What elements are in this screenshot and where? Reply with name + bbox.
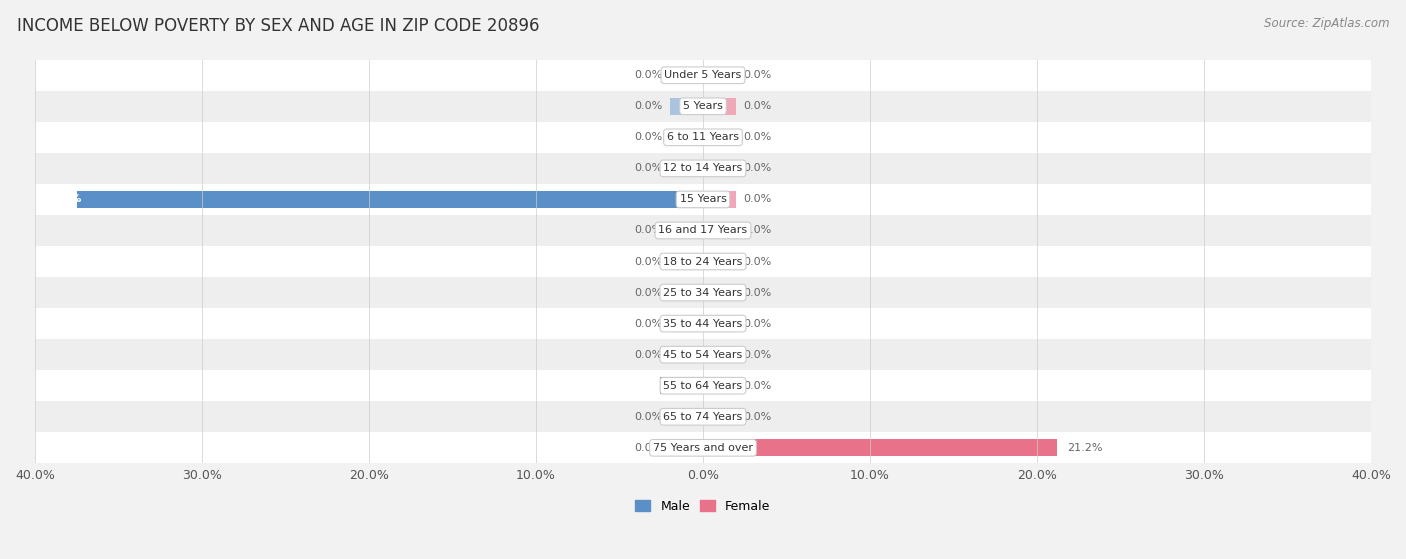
Bar [35, 246, 1371, 277]
Text: INCOME BELOW POVERTY BY SEX AND AGE IN ZIP CODE 20896: INCOME BELOW POVERTY BY SEX AND AGE IN Z… [17, 17, 540, 35]
Bar [35, 91, 1371, 122]
Bar [669, 67, 703, 84]
Bar [703, 253, 737, 270]
Bar [669, 253, 703, 270]
Text: Source: ZipAtlas.com: Source: ZipAtlas.com [1264, 17, 1389, 30]
Text: 0.0%: 0.0% [634, 225, 662, 235]
Bar [669, 408, 703, 425]
Text: 0.0%: 0.0% [634, 443, 662, 453]
Text: 0.0%: 0.0% [634, 163, 662, 173]
Text: 15 Years: 15 Years [679, 195, 727, 205]
Bar [35, 122, 1371, 153]
Bar [35, 153, 1371, 184]
Bar [35, 60, 1371, 91]
Bar [703, 222, 737, 239]
Bar [35, 432, 1371, 463]
Text: 16 and 17 Years: 16 and 17 Years [658, 225, 748, 235]
Text: 0.0%: 0.0% [634, 350, 662, 359]
Text: 75 Years and over: 75 Years and over [652, 443, 754, 453]
Text: 0.0%: 0.0% [744, 412, 772, 421]
Bar [703, 98, 737, 115]
Bar [703, 191, 737, 208]
Bar [35, 184, 1371, 215]
Text: 0.0%: 0.0% [744, 257, 772, 267]
Text: 0.0%: 0.0% [634, 101, 662, 111]
Bar [703, 408, 737, 425]
Bar [669, 222, 703, 239]
Text: 21.2%: 21.2% [1067, 443, 1102, 453]
Bar [35, 308, 1371, 339]
Text: 0.0%: 0.0% [744, 132, 772, 143]
Bar [77, 191, 703, 208]
Text: 0.0%: 0.0% [744, 195, 772, 205]
Text: 0.0%: 0.0% [634, 287, 662, 297]
Bar [669, 98, 703, 115]
Legend: Male, Female: Male, Female [630, 495, 776, 518]
Text: 55 to 64 Years: 55 to 64 Years [664, 381, 742, 391]
Bar [669, 315, 703, 332]
Text: 2.6%: 2.6% [44, 381, 75, 391]
Bar [35, 401, 1371, 432]
Text: 0.0%: 0.0% [634, 257, 662, 267]
Text: 18 to 24 Years: 18 to 24 Years [664, 257, 742, 267]
Text: 6 to 11 Years: 6 to 11 Years [666, 132, 740, 143]
Text: 0.0%: 0.0% [634, 132, 662, 143]
Bar [669, 346, 703, 363]
Text: 0.0%: 0.0% [634, 412, 662, 421]
Text: 0.0%: 0.0% [744, 319, 772, 329]
Text: 25 to 34 Years: 25 to 34 Years [664, 287, 742, 297]
Bar [703, 439, 1057, 456]
Text: 0.0%: 0.0% [744, 163, 772, 173]
Bar [703, 284, 737, 301]
Bar [659, 377, 703, 394]
Bar [35, 370, 1371, 401]
Bar [703, 129, 737, 146]
Bar [703, 160, 737, 177]
Text: 5 Years: 5 Years [683, 101, 723, 111]
Text: Under 5 Years: Under 5 Years [665, 70, 741, 80]
Text: 0.0%: 0.0% [634, 319, 662, 329]
Text: 45 to 54 Years: 45 to 54 Years [664, 350, 742, 359]
Text: 0.0%: 0.0% [744, 350, 772, 359]
Text: 0.0%: 0.0% [744, 70, 772, 80]
Text: 0.0%: 0.0% [744, 225, 772, 235]
Bar [35, 339, 1371, 370]
Bar [669, 160, 703, 177]
Bar [703, 67, 737, 84]
Bar [703, 377, 737, 394]
Bar [669, 284, 703, 301]
Text: 65 to 74 Years: 65 to 74 Years [664, 412, 742, 421]
Text: 0.0%: 0.0% [744, 381, 772, 391]
Text: 0.0%: 0.0% [744, 287, 772, 297]
Text: 35 to 44 Years: 35 to 44 Years [664, 319, 742, 329]
Text: 0.0%: 0.0% [634, 70, 662, 80]
Bar [35, 215, 1371, 246]
Bar [669, 439, 703, 456]
Text: 12 to 14 Years: 12 to 14 Years [664, 163, 742, 173]
Bar [669, 129, 703, 146]
Text: 37.5%: 37.5% [44, 195, 82, 205]
Bar [703, 346, 737, 363]
Text: 0.0%: 0.0% [744, 101, 772, 111]
Bar [703, 315, 737, 332]
Bar [35, 277, 1371, 308]
